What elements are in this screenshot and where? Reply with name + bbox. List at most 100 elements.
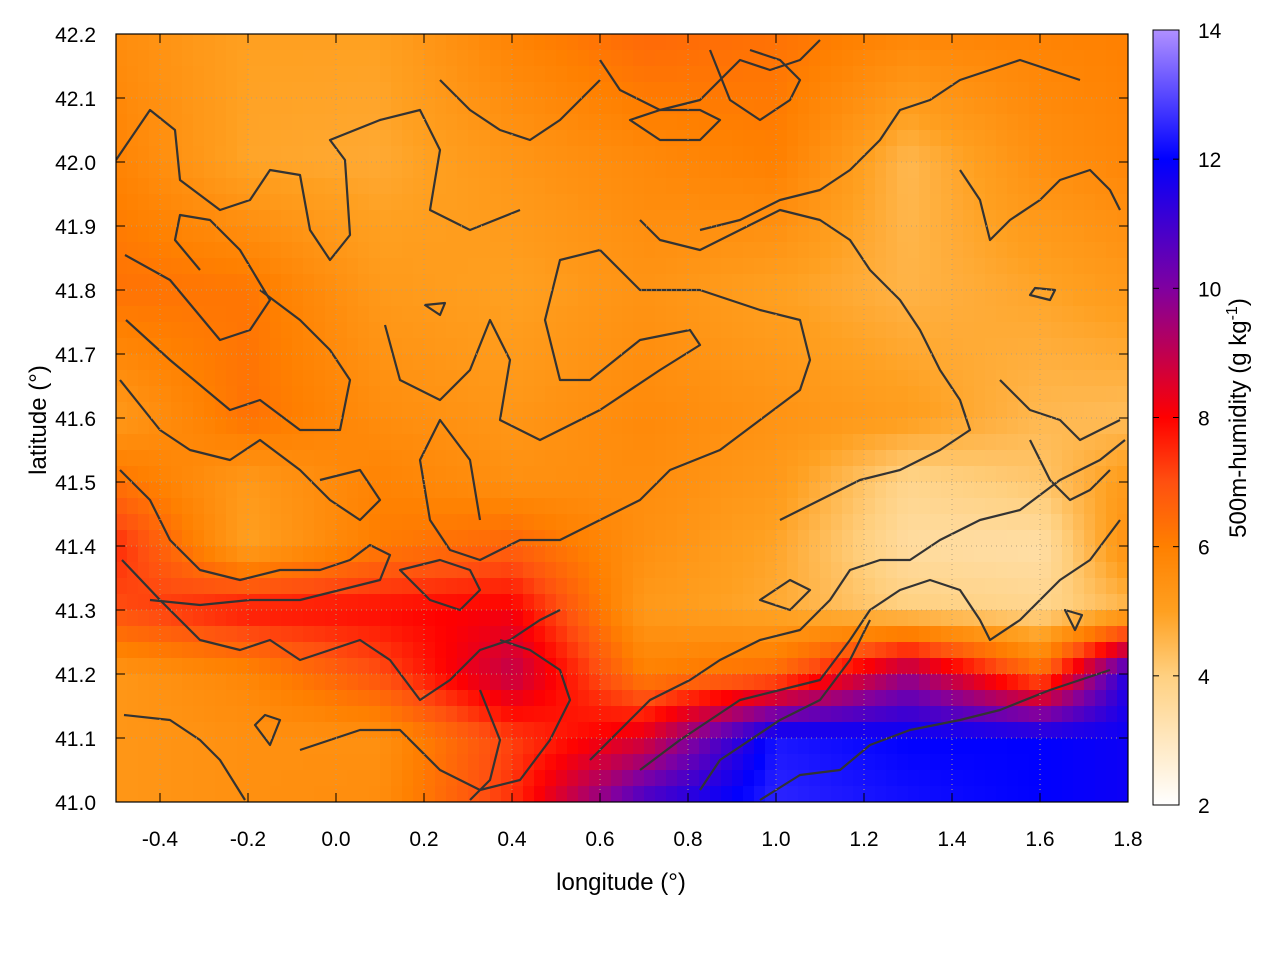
heatmap-cell (446, 722, 458, 739)
heatmap-cell (402, 562, 414, 579)
heatmap-cell (600, 674, 612, 691)
heatmap-cell (501, 162, 513, 179)
heatmap-cell (204, 546, 216, 563)
heatmap-cell (864, 482, 876, 499)
heatmap-cell (292, 386, 304, 403)
heatmap-cell (622, 226, 634, 243)
heatmap-cell (1040, 338, 1052, 355)
heatmap-cell (1062, 706, 1074, 723)
heatmap-cell (1018, 786, 1030, 802)
heatmap-cell (996, 546, 1008, 563)
heatmap-cell (809, 434, 821, 451)
heatmap-cell (952, 482, 964, 499)
heatmap-cell (501, 482, 513, 499)
heatmap-cell (886, 402, 898, 419)
heatmap-cell (237, 450, 249, 467)
heatmap-cell (963, 770, 975, 787)
heatmap-cell (765, 98, 777, 115)
heatmap-cell (963, 226, 975, 243)
heatmap-cell (424, 546, 436, 563)
heatmap-cell (611, 450, 623, 467)
heatmap-cell (1040, 146, 1052, 163)
heatmap-cell (776, 770, 788, 787)
heatmap-cell (754, 258, 766, 275)
heatmap-cell (369, 578, 381, 595)
heatmap-cell (347, 754, 359, 771)
heatmap-cell (380, 514, 392, 531)
heatmap-cell (1117, 562, 1128, 579)
heatmap-cell (677, 578, 689, 595)
heatmap-cell (1084, 562, 1096, 579)
heatmap-cell (930, 386, 942, 403)
heatmap-cell (908, 258, 920, 275)
heatmap-cell (952, 434, 964, 451)
heatmap-cell (699, 658, 711, 675)
heatmap-cell (292, 354, 304, 371)
heatmap-cell (666, 706, 678, 723)
heatmap-cell (292, 690, 304, 707)
heatmap-cell (1040, 626, 1052, 643)
heatmap-cell (732, 370, 744, 387)
heatmap-cell (457, 674, 469, 691)
heatmap-cell (655, 210, 667, 227)
heatmap-cell (831, 146, 843, 163)
heatmap-cell (908, 786, 920, 802)
heatmap-cell (875, 562, 887, 579)
heatmap-cell (446, 482, 458, 499)
heatmap-cell (754, 674, 766, 691)
heatmap-cell (611, 210, 623, 227)
heatmap-cell (248, 306, 260, 323)
heatmap-cell (897, 194, 909, 211)
heatmap-cell (1018, 50, 1030, 67)
heatmap-cell (644, 690, 656, 707)
heatmap-cell (1073, 450, 1085, 467)
heatmap-cell (1007, 546, 1019, 563)
heatmap-cell (600, 274, 612, 291)
heatmap-cell (600, 338, 612, 355)
heatmap-cell (963, 546, 975, 563)
heatmap-cell (281, 530, 293, 547)
heatmap-cell (842, 482, 854, 499)
heatmap-cell (908, 178, 920, 195)
heatmap-cell (974, 546, 986, 563)
heatmap-cell (248, 50, 260, 67)
heatmap-cell (611, 514, 623, 531)
heatmap-cell (160, 482, 172, 499)
heatmap-cell (853, 354, 865, 371)
heatmap-cell (600, 258, 612, 275)
heatmap-cell (776, 546, 788, 563)
heatmap-cell (1095, 594, 1107, 611)
heatmap-cell (1029, 274, 1041, 291)
heatmap-cell (765, 674, 777, 691)
heatmap-cell (1007, 530, 1019, 547)
heatmap-cell (1040, 34, 1052, 51)
heatmap-cell (974, 114, 986, 131)
heatmap-cell (699, 466, 711, 483)
heatmap-cell (985, 450, 997, 467)
heatmap-cell (743, 722, 755, 739)
heatmap-cell (402, 98, 414, 115)
heatmap-cell (985, 130, 997, 147)
heatmap-cell (787, 178, 799, 195)
heatmap-cell (193, 706, 205, 723)
heatmap-cell (292, 370, 304, 387)
heatmap-cell (380, 594, 392, 611)
heatmap-cell (831, 402, 843, 419)
heatmap-cell (292, 322, 304, 339)
heatmap-cell (138, 562, 150, 579)
heatmap-cell (1051, 146, 1063, 163)
heatmap-cell (413, 482, 425, 499)
heatmap-cell (787, 514, 799, 531)
heatmap-cell (149, 722, 161, 739)
heatmap-cell (380, 738, 392, 755)
heatmap-cell (908, 642, 920, 659)
heatmap-cell (149, 530, 161, 547)
heatmap-cell (347, 674, 359, 691)
heatmap-cell (468, 178, 480, 195)
heatmap-cell (831, 546, 843, 563)
heatmap-cell (699, 306, 711, 323)
heatmap-cell (270, 706, 282, 723)
heatmap-cell (941, 658, 953, 675)
heatmap-cell (842, 610, 854, 627)
heatmap-cell (1029, 562, 1041, 579)
